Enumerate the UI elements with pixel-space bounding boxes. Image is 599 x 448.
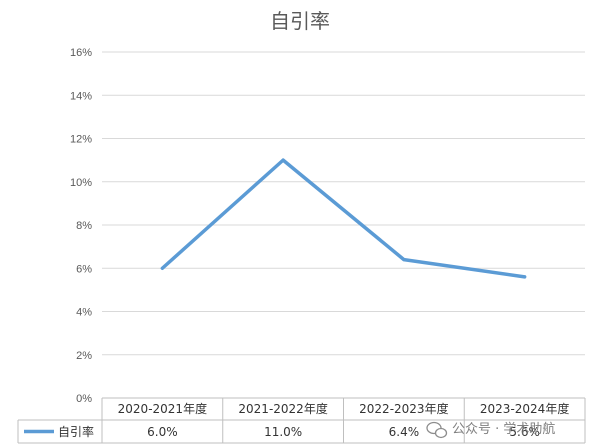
watermark: 公众号 · 学术助航: [426, 421, 555, 439]
y-tick-label: 10%: [70, 177, 92, 189]
y-tick-label: 8%: [76, 220, 92, 232]
y-tick-label: 14%: [70, 90, 92, 102]
series-line: [160, 158, 527, 279]
x-category-label: 2023-2024年度: [480, 401, 569, 416]
data-point: [160, 266, 164, 270]
y-tick-label: 2%: [76, 350, 92, 362]
y-tick-label: 0%: [76, 393, 92, 405]
legend-series-name: 自引率: [58, 424, 94, 439]
data-point: [523, 275, 527, 279]
x-category-label: 2022-2023年度: [359, 401, 448, 416]
data-value-label: 11.0%: [264, 425, 302, 439]
x-category-label: 2021-2022年度: [238, 401, 327, 416]
watermark-text: 公众号 · 学术助航: [452, 421, 555, 437]
data-point: [281, 158, 285, 162]
y-tick-label: 6%: [76, 263, 92, 275]
data-value-label: 6.0%: [147, 425, 178, 439]
data-point: [402, 258, 406, 262]
chart-title: 自引率: [270, 9, 330, 33]
y-tick-label: 4%: [76, 307, 92, 319]
gridlines: [102, 51, 585, 356]
data-table: 2020-2021年度 2021-2022年度 2022-2023年度 2023-20…: [17, 397, 586, 444]
x-category-label: 2020-2021年度: [118, 401, 207, 416]
y-tick-label: 12%: [70, 134, 92, 146]
series-layer: [160, 158, 527, 279]
y-axis-ticks: 0% 2% 4% 6% 8% 10% 12% 14% 16%: [70, 47, 92, 405]
y-tick-label: 16%: [70, 47, 92, 59]
data-value-label: 5.6%: [509, 425, 540, 439]
data-value-label: 6.4%: [389, 425, 420, 439]
wechat-icon: [426, 421, 448, 439]
